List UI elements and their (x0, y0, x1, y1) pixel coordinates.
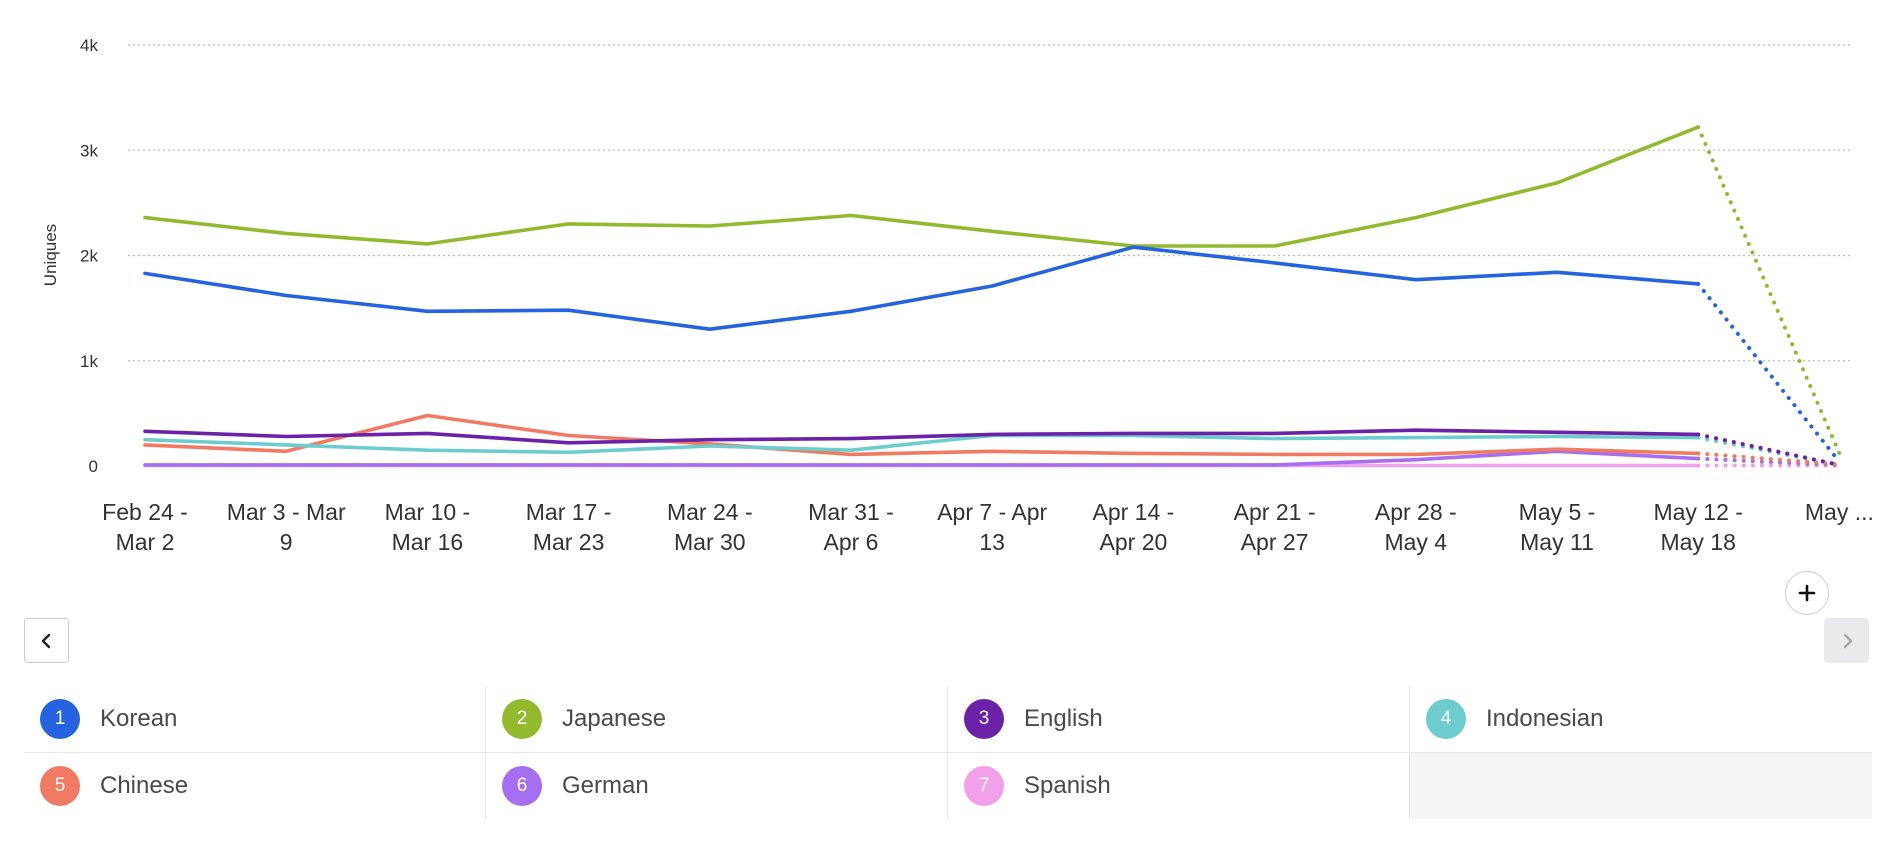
x-tick-label: Mar 17 -Mar 23 (526, 499, 612, 555)
legend-badge: 6 (502, 766, 542, 806)
series-line (143, 125, 1700, 248)
x-tick-label: Apr 14 -Apr 20 (1092, 499, 1174, 555)
y-tick-label: 0 (89, 457, 98, 476)
chevron-left-icon (41, 633, 50, 648)
legend-item-chinese[interactable]: 5 Chinese (24, 753, 486, 819)
y-tick-label: 1k (80, 352, 98, 371)
legend-item-english[interactable]: 3 English (948, 686, 1410, 752)
gridlines (128, 44, 1852, 362)
series-line (143, 428, 1700, 445)
legend-label: Chinese (100, 772, 189, 799)
chevron-right-icon (1843, 633, 1852, 648)
legend-label: Japanese (562, 705, 667, 732)
y-tick-label: 2k (80, 247, 98, 266)
series-japanese (143, 125, 1842, 456)
legend-badge: 4 (1426, 699, 1466, 739)
legend-row: 5 Chinese 6 German 7 Spanish (24, 753, 1872, 819)
x-axis-ticks: Feb 24 -Mar 2 Mar 3 - Mar 9 Mar 10 -Mar 16 M… (102, 499, 1874, 555)
legend-label: Spanish (1024, 772, 1111, 799)
series-incomplete-segment (1696, 281, 1842, 464)
add-button[interactable] (1785, 571, 1829, 615)
series-chinese (143, 413, 1842, 467)
x-tick-label: May ... (1805, 499, 1874, 525)
series-lines (143, 125, 1842, 468)
x-tick-label: May 12 -May 18 (1653, 499, 1742, 555)
series-line (143, 449, 1700, 467)
legend-label: Indonesian (1486, 705, 1604, 732)
x-tick-label: May 5 -May 11 (1519, 499, 1596, 555)
legend-label: Korean (100, 705, 178, 732)
legend-empty-cell (1410, 753, 1872, 819)
legend-badge: 2 (502, 699, 542, 739)
plus-icon (1798, 584, 1816, 602)
series-german (143, 449, 1842, 468)
x-tick-label: Mar 3 - Mar 9 (227, 499, 346, 555)
x-tick-label: Mar 24 -Mar 30 (667, 499, 753, 555)
y-axis-label: Uniques (41, 224, 60, 286)
legend-item-korean[interactable]: 1 Korean (24, 686, 486, 752)
legend-item-indonesian[interactable]: 4 Indonesian (1410, 686, 1872, 752)
next-page-button[interactable] (1824, 618, 1869, 663)
series-line (143, 245, 1700, 332)
legend-badge: 7 (964, 766, 1004, 806)
legend-label: German (562, 772, 649, 799)
line-chart: 0 1k 2k 3k 4k Uniques Feb 24 -Mar 2 Mar 3 - M… (41, 36, 1874, 555)
y-axis-ticks: 0 1k 2k 3k 4k (80, 36, 98, 476)
previous-page-button[interactable] (24, 618, 69, 663)
x-tick-label: Apr 21 -Apr 27 (1234, 499, 1316, 555)
x-tick-label: Feb 24 -Mar 2 (102, 499, 188, 555)
legend-badge: 1 (40, 699, 80, 739)
series-incomplete-segment (1696, 456, 1842, 468)
y-tick-label: 3k (80, 141, 98, 160)
series-incomplete-segment (1696, 451, 1842, 467)
series-line (143, 413, 1700, 457)
series-english (143, 428, 1842, 467)
series-incomplete-segment (1696, 432, 1842, 467)
y-tick-label: 4k (80, 36, 98, 55)
series-line (143, 433, 1700, 455)
legend: 1 Korean 2 Japanese 3 English 4 Indonesi… (24, 686, 1872, 819)
legend-label: English (1024, 705, 1103, 732)
x-tick-label: Mar 10 -Mar 16 (385, 499, 471, 555)
x-tick-label: Mar 31 -Apr 6 (808, 499, 894, 555)
series-incomplete-segment (1696, 125, 1842, 456)
x-tick-label: Apr 28 -May 4 (1375, 499, 1457, 555)
legend-item-spanish[interactable]: 7 Spanish (948, 753, 1410, 819)
legend-item-german[interactable]: 6 German (486, 753, 948, 819)
legend-badge: 5 (40, 766, 80, 806)
legend-item-japanese[interactable]: 2 Japanese (486, 686, 948, 752)
legend-row: 1 Korean 2 Japanese 3 English 4 Indonesi… (24, 686, 1872, 753)
legend-badge: 3 (964, 699, 1004, 739)
series-korean (143, 245, 1842, 464)
x-tick-label: Apr 7 - Apr 13 (937, 499, 1047, 555)
